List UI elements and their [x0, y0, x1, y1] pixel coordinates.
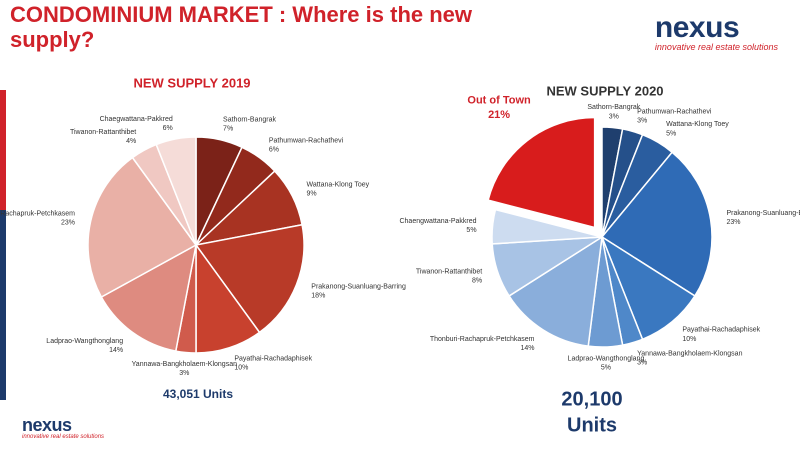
logo: nexus innovative real estate solutions: [654, 11, 778, 53]
pie-slice: [194, 223, 305, 334]
slice-label: Yannawa-Bangkholaem-Klongsan: [132, 361, 237, 368]
slice-value-label: 18%: [311, 292, 325, 299]
slice-label: Sathorn-Bangrak: [223, 117, 276, 124]
side-bar: [0, 210, 6, 400]
logo-name: nexus: [654, 11, 740, 44]
total-label: 43,051 Units: [163, 387, 233, 401]
slice-value-label: 5%: [466, 227, 476, 234]
slice-value-label: 23%: [61, 220, 75, 227]
slice-label: Wattana-Klong Toey: [666, 121, 729, 128]
slice-value-label: 7%: [223, 126, 233, 133]
slice-label: Out of Town: [467, 95, 531, 107]
slice-value-label: 14%: [109, 347, 123, 354]
pie-slice: [491, 208, 603, 245]
slice-label: Thonburi-Rachapruk-Petchkasem: [0, 211, 75, 218]
slice-value-label: 14%: [520, 345, 534, 352]
slice-value-label: 3%: [637, 118, 647, 125]
slice-label: Wattana-Klong Toey: [306, 181, 369, 188]
logo-tagline: innovative real estate solutions: [22, 434, 105, 440]
slice-value-label: 4%: [126, 138, 136, 145]
side-bar: [0, 90, 6, 210]
slice-label: Pathumwan-Rachathevi: [637, 109, 712, 116]
slice-label: Yannawa-Bangkholaem-Klongsan: [637, 351, 742, 358]
title-line: CONDOMINIUM MARKET : Where is the new: [10, 2, 473, 27]
slice-label: Tiwanon-Rattanthibet: [416, 269, 482, 276]
slice-value-label: 6%: [269, 146, 279, 153]
logo-tagline: innovative real estate solutions: [654, 42, 778, 52]
slice-value-label: 23%: [726, 219, 740, 226]
slice-label: Thonburi-Rachapruk-Petchkasem: [430, 336, 535, 343]
slice-value-label: 3%: [609, 113, 619, 120]
chart-title: NEW SUPPLY 2019: [133, 75, 250, 90]
slide-title: CONDOMINIUM MARKET : Where is the new su…: [10, 2, 472, 52]
slice-label: Ladprao-Wangthonglang: [46, 338, 123, 345]
pie-slice: [487, 116, 596, 229]
logo-name: nexus: [22, 415, 72, 435]
slice-label: Tiwanon-Rattanthibet: [70, 129, 136, 136]
title-line: supply?: [10, 27, 95, 52]
slice-label: Payathai-Rachadaphisek: [234, 356, 312, 363]
pie-slice: [100, 243, 198, 352]
slice-label: Chaengwattana-Pakkred: [399, 218, 476, 225]
slice-value-label: 8%: [472, 278, 482, 285]
total-label: Units: [567, 414, 617, 436]
total-label: 20,100: [561, 388, 622, 410]
slice-value-label: 10%: [682, 336, 696, 343]
pie-slice: [87, 156, 198, 299]
pie-slice: [155, 136, 197, 246]
slice-value-label: 9%: [306, 190, 316, 197]
slice-label: Chaegwattana-Pakkred: [100, 116, 173, 123]
chart-title: NEW SUPPLY 2020: [546, 83, 663, 98]
slice-label: Sathorn-Bangrak: [587, 104, 640, 111]
logo: nexus innovative real estate solutions: [22, 416, 104, 440]
slice-value-label: 5%: [601, 365, 611, 372]
slice-value-label: 3%: [637, 360, 647, 367]
slice-label: Payathai-Rachadaphisek: [682, 327, 760, 334]
slice-label: Prakanong-Suanluang-Barring: [726, 210, 800, 217]
slice-value-label: 10%: [234, 365, 248, 372]
pie-slice: [508, 235, 603, 347]
pie-slice: [600, 151, 713, 297]
slice-label: Prakanong-Suanluang-Barring: [311, 283, 406, 290]
slice-value-label: 6%: [163, 125, 173, 132]
slice-value-label: 5%: [666, 130, 676, 137]
slice-label: Ladprao-Wangthonglang: [568, 356, 645, 363]
slice-value-label: 3%: [179, 370, 189, 377]
slice-label: Pathumwan-Rachathevi: [269, 137, 344, 144]
slice-value-label: 21%: [488, 109, 510, 121]
